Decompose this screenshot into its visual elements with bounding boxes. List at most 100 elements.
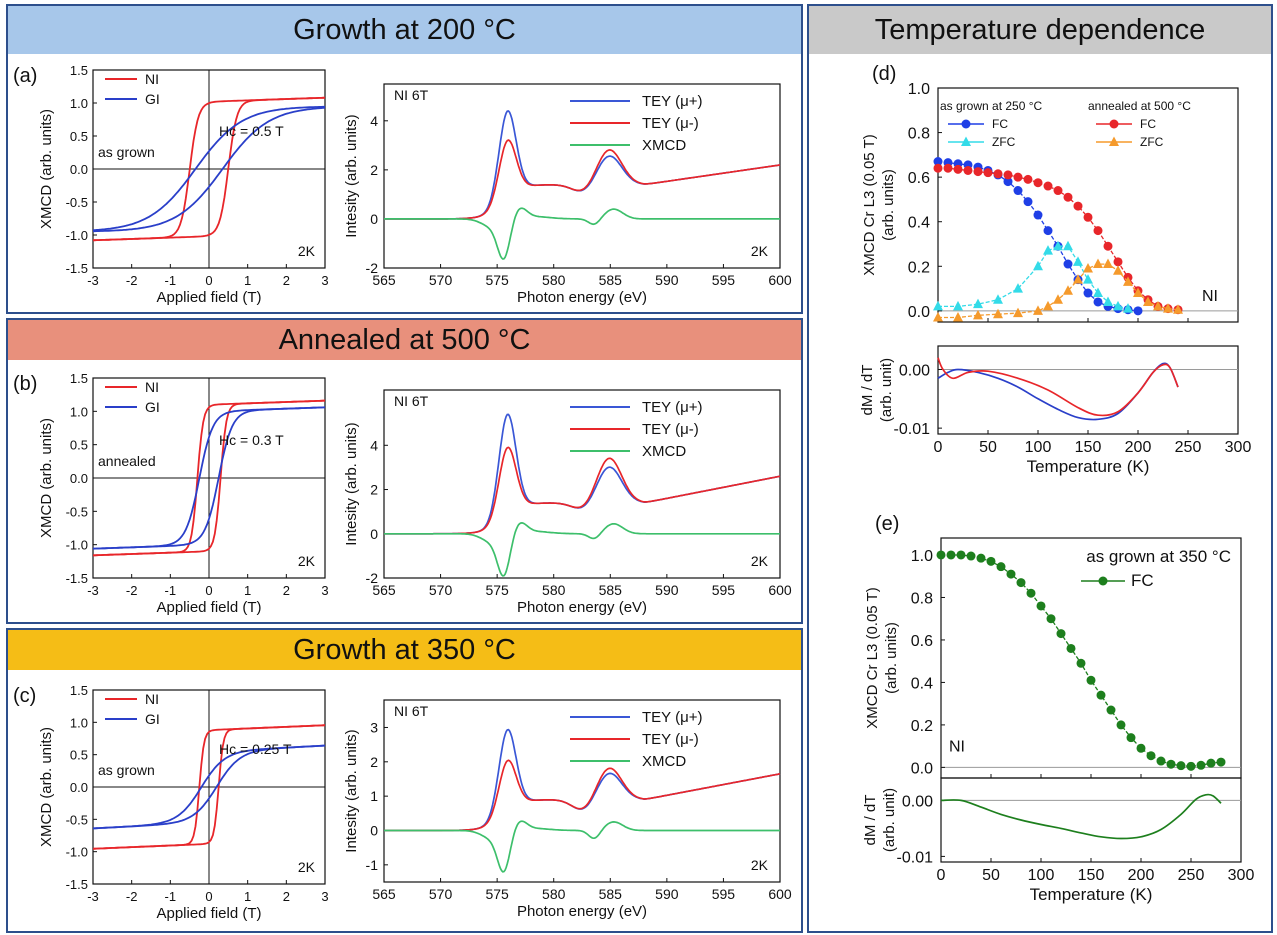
a-spec-series-xmcd (384, 207, 780, 260)
b-loop-xlabel: Applied field (T) (156, 599, 261, 616)
e-top-series-point (1076, 658, 1086, 668)
d-top-series-line (938, 245, 1129, 310)
d-top-series-point (1093, 287, 1103, 298)
c-spec-series-xmcd (384, 820, 780, 873)
b-spec-ytick-label: 4 (370, 437, 378, 453)
c-loop-ylabel: XMCD (arb. units) (38, 727, 55, 847)
c-loop-legend-label: NI (145, 691, 159, 707)
d-top-series-point (973, 298, 983, 309)
d-top-series-point (1083, 288, 1093, 298)
d-top-series-point (1133, 287, 1143, 298)
b-loop-xtick-label: -3 (87, 583, 99, 598)
e-bottom-axes-frame (940, 777, 1242, 863)
a-spec-annotation-field: NI 6T (394, 87, 429, 103)
c-spec-xtick-label: 570 (429, 886, 453, 902)
d-top-series-point (1103, 296, 1113, 306)
e-top-series-point (1166, 759, 1176, 769)
e-top-series-point (1216, 757, 1226, 767)
banner-annealed-500: Annealed at 500 °C (8, 320, 801, 360)
c-loop-ytick-label: -0.5 (66, 812, 88, 827)
a-spec-ytick-label: 0 (370, 211, 378, 227)
d-top-series-point (1103, 258, 1113, 269)
d-top-series-point (1143, 296, 1153, 306)
e-bottom-xlabel: Temperature (K) (1030, 885, 1153, 904)
e-bottom-xtick-label: 100 (1028, 867, 1055, 884)
d-top-ytick-label: 0.8 (908, 126, 930, 143)
a-spec-legend-label: TEY (μ+) (642, 93, 702, 110)
b-loop-xtick-label: -1 (165, 583, 177, 598)
b-spec-xtick-label: 585 (599, 582, 623, 598)
d-top-ytick-label: 1.0 (908, 81, 930, 98)
e-top-series-point (1086, 675, 1096, 685)
a-spec-legend-label: XMCD (642, 137, 686, 154)
c-loop-series-ni-down (92, 724, 326, 850)
b-spec-legend-label: XMCD (642, 443, 686, 460)
c-spec-ytick-label: 0 (370, 822, 378, 838)
a-spec-xtick-label: 590 (655, 272, 679, 288)
b-loop-xtick-label: -2 (126, 583, 138, 598)
d-top-series-point (1153, 300, 1163, 311)
d-top-series-point (933, 163, 943, 173)
b-spec-xtick-label: 565 (372, 582, 396, 598)
d-top-series-point (1013, 172, 1023, 182)
b-spec-legend-label: TEY (μ-) (642, 421, 699, 438)
c-spec-ylabel: Intesity (arb. units) (343, 729, 360, 852)
a-spec-annotation-temp: 2K (751, 243, 769, 259)
a-spec-xtick-label: 595 (712, 272, 736, 288)
e-top-ylabel2: (arb. units) (883, 622, 900, 694)
a-loop-series-ni-down (92, 96, 326, 242)
e-bottom-xtick-label: 0 (937, 867, 946, 884)
d-top-ytick-label: 0.6 (908, 170, 930, 187)
a-spec-xtick-label: 570 (429, 272, 453, 288)
d-top-series-point (1003, 170, 1013, 180)
d-top-series-point (1083, 212, 1093, 222)
a-loop-legend-label: NI (145, 71, 159, 87)
e-bottom-ylabel2: (arb. unit) (881, 788, 898, 852)
c-spec-xtick-label: 565 (372, 886, 396, 902)
e-top-series-point (1026, 588, 1036, 598)
d-top-series-point (973, 167, 983, 177)
d-top-ytick-label: 0.0 (908, 304, 930, 321)
e-top-series-point (1036, 601, 1046, 611)
c-loop-ytick-label: 1.5 (70, 683, 88, 698)
a-loop-xtick-label: 3 (321, 273, 328, 288)
a-loop-xlabel: Applied field (T) (156, 289, 261, 306)
d-top-series-point (1073, 201, 1083, 211)
b-loop-legend-label: NI (145, 379, 159, 395)
e-top-axes-frame (940, 537, 1242, 779)
b-loop-legend-label: GI (145, 399, 160, 415)
d-top-series-point (973, 309, 983, 320)
c-loop-xtick-label: 0 (205, 889, 212, 904)
b-loop-series-ni-down (93, 399, 325, 557)
d-bottom-ytick-label: -0.01 (894, 421, 931, 438)
e-top-series-point (986, 556, 996, 566)
d-bottom-xtick-label: 50 (979, 439, 997, 456)
d-top-legend-label: FC (992, 117, 1008, 131)
b-loop-annotation-hc: Hc = 0.3 T (219, 432, 284, 448)
b-loop-ytick-label: -0.5 (66, 504, 88, 519)
d-top-series-point (1093, 297, 1103, 307)
a-loop-ytick-label: -0.5 (66, 195, 88, 210)
d-top-legend-label: FC (1140, 117, 1156, 131)
e-top-legend-label: FC (1131, 571, 1154, 590)
c-spec-ytick-label: 1 (370, 788, 378, 804)
b-spec-legend-label: TEY (μ+) (642, 399, 702, 416)
e-top-legend-header: as grown at 350 °C (1086, 547, 1231, 566)
e-top-series-point (1186, 761, 1196, 771)
a-spec-xtick-label: 580 (542, 272, 566, 288)
d-top-series-point (993, 169, 1003, 179)
e-top-series-point (1126, 733, 1136, 743)
b-loop-ytick-label: 1.0 (70, 404, 88, 419)
d-bottom-xtick-label: 250 (1175, 439, 1202, 456)
d-bottom-ytick-label: 0.00 (899, 362, 930, 379)
d-top-series-point (953, 164, 963, 174)
d-top-legend-header: as grown at 250 °C (940, 99, 1043, 113)
d-top-series-point (933, 300, 943, 311)
d-top-ytick-label: 0.4 (908, 215, 930, 232)
a-loop-ytick-label: 1.5 (70, 63, 88, 78)
panel-a-frame (6, 4, 803, 314)
a-loop-panel-label: (a) (13, 65, 37, 87)
d-top-series-point (1043, 226, 1053, 236)
b-spec-xtick-label: 600 (768, 582, 792, 598)
d-top-series-point (943, 163, 953, 173)
